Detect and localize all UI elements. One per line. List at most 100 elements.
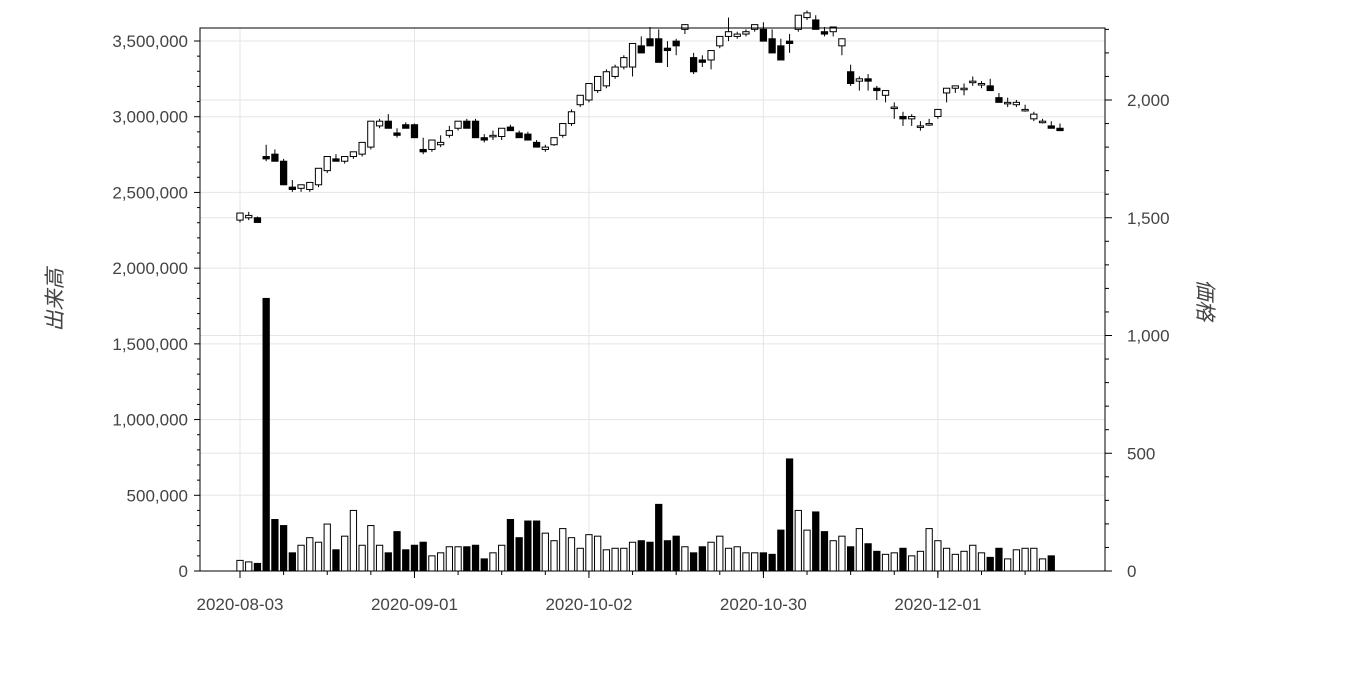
left-tick-label: 0	[179, 562, 188, 581]
volume-bar	[637, 540, 645, 572]
right-axis-title: 価格	[1193, 279, 1217, 323]
volume-bar	[393, 531, 401, 572]
volume-bar	[602, 549, 611, 572]
candle-body	[803, 12, 811, 19]
candle-body	[541, 146, 549, 150]
candle-body	[428, 139, 436, 150]
left-tick-label: 2,500,000	[112, 183, 188, 202]
volume-bar	[332, 549, 340, 572]
volume-bar	[942, 547, 951, 572]
volume-bar	[594, 535, 602, 572]
candle-body	[820, 31, 829, 35]
volume-bar	[288, 552, 296, 572]
volume-bar	[838, 535, 846, 572]
candle-body	[454, 120, 462, 129]
candle-body	[925, 123, 933, 126]
candle-body	[873, 87, 881, 92]
candle-body	[838, 38, 846, 47]
candle-body	[742, 31, 750, 35]
volume-bar	[541, 532, 549, 572]
volume-bar	[262, 297, 270, 572]
candle-body	[995, 97, 1003, 103]
candle-body	[751, 24, 759, 30]
volume-bar	[794, 509, 802, 572]
candle-body	[532, 141, 541, 148]
candle-body	[585, 83, 593, 101]
candle-body	[393, 132, 401, 136]
candle-body	[445, 130, 454, 136]
candle-body	[498, 127, 506, 138]
plot-frame	[199, 27, 1106, 572]
candle-body	[969, 80, 977, 84]
candle-body	[436, 141, 445, 146]
axes: 0 500,000 1,000,000 1,500,000 2,000,000 2,500…	[112, 28, 1170, 614]
volume-bar	[506, 519, 515, 572]
candle-body	[785, 40, 794, 44]
volume-bar	[934, 540, 942, 572]
volume-bar	[271, 519, 279, 572]
left-tick-label: 1,000,000	[112, 411, 188, 430]
candle-body	[323, 156, 331, 172]
x-tick-label: 2020-09-01	[371, 595, 458, 614]
candle-body	[515, 132, 523, 139]
volume-bar	[585, 534, 593, 572]
volume-bar	[925, 528, 933, 572]
volume-bar	[428, 555, 436, 572]
volume-bar	[314, 541, 323, 572]
candle-body	[681, 24, 689, 30]
candle-body	[768, 38, 776, 54]
candle-body	[707, 50, 715, 61]
candle-body	[646, 38, 654, 47]
volume-bar	[245, 561, 253, 572]
volume-bar	[995, 547, 1003, 572]
candle-body	[271, 153, 279, 162]
volume-bar	[855, 528, 864, 572]
candle-body	[524, 133, 532, 141]
volume-bar	[480, 558, 488, 572]
candle-body	[689, 57, 698, 73]
x-tick-label: 2020-08-03	[197, 595, 284, 614]
candle-body	[1056, 127, 1064, 132]
candle-body	[724, 31, 733, 37]
candle-body	[567, 111, 576, 125]
candle-body	[611, 66, 619, 77]
volume-bar	[419, 541, 427, 572]
volume-bar	[1021, 547, 1029, 572]
volume-bar	[375, 544, 384, 572]
right-tick-label: 0	[1127, 562, 1136, 581]
volume-bar	[524, 520, 532, 572]
candle-body	[881, 90, 890, 96]
candle-body	[349, 151, 358, 158]
candle-body	[375, 120, 384, 127]
volume-bar	[846, 546, 855, 572]
candle-body	[1004, 101, 1012, 105]
candle-body	[846, 71, 855, 85]
left-tick-label: 2,000,000	[112, 259, 188, 278]
volume-bar	[489, 552, 497, 572]
right-tick-label: 1,000	[1127, 327, 1170, 346]
right-tick-label: 1,500	[1127, 209, 1170, 228]
volume-bar	[655, 503, 663, 572]
volume-bar	[550, 540, 558, 572]
volume-bar	[733, 546, 741, 572]
volume-bar	[384, 552, 392, 572]
right-tick-label: 2,000	[1127, 91, 1170, 110]
left-axis-title: 出来高	[43, 266, 67, 332]
volume-bar	[471, 544, 480, 572]
candle-body	[506, 126, 515, 132]
candle-body	[829, 26, 837, 33]
volume-bar	[341, 535, 349, 572]
volume-bar	[559, 528, 567, 572]
volume-bar	[367, 525, 375, 572]
candle-body	[620, 57, 628, 68]
candle-body	[550, 137, 558, 146]
volume-bar	[707, 541, 715, 572]
candle-body	[908, 115, 916, 120]
candle-body	[1038, 120, 1047, 124]
left-tick-label: 3,500,000	[112, 32, 188, 51]
volume-bar	[358, 544, 366, 572]
candle-body	[986, 85, 994, 92]
volume-bar	[628, 541, 637, 572]
volume-bar	[402, 549, 410, 572]
volume-bar	[751, 552, 759, 572]
